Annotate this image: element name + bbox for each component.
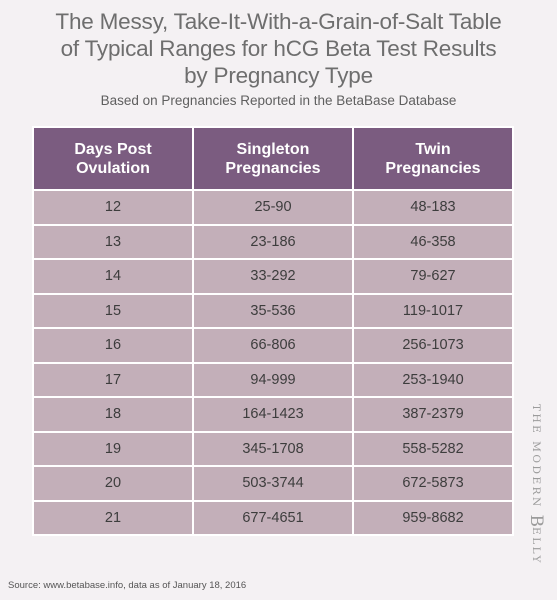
table-row: 18 164-1423 387-2379: [32, 396, 514, 433]
table-row: 13 23-186 46-358: [32, 223, 514, 260]
cell-singleton: 23-186: [192, 223, 354, 260]
cell-twin: 672-5873: [352, 465, 514, 502]
cell-singleton: 345-1708: [192, 430, 354, 467]
table-row: 21 677-4651 959-8682: [32, 499, 514, 536]
watermark-text-end: ELLY: [530, 527, 542, 565]
header-line: Singleton: [236, 140, 310, 158]
column-header-twin: Twin Pregnancies: [352, 126, 514, 191]
cell-days: 14: [32, 258, 194, 295]
table-row: 16 66-806 256-1073: [32, 327, 514, 364]
cell-days: 20: [32, 465, 194, 502]
cell-days: 16: [32, 327, 194, 364]
cell-singleton: 33-292: [192, 258, 354, 295]
cell-twin: 48-183: [352, 189, 514, 226]
cell-singleton: 164-1423: [192, 396, 354, 433]
header-row: Days Post Ovulation Singleton Pregnancie…: [32, 126, 514, 191]
cell-singleton: 25-90: [192, 189, 354, 226]
hcg-ranges-table: Days Post Ovulation Singleton Pregnancie…: [32, 126, 514, 536]
column-header-days: Days Post Ovulation: [32, 126, 194, 191]
cell-days: 12: [32, 189, 194, 226]
cell-twin: 387-2379: [352, 396, 514, 433]
cell-singleton: 677-4651: [192, 499, 354, 536]
cell-twin: 959-8682: [352, 499, 514, 536]
title-line: by Pregnancy Type: [184, 63, 373, 88]
title-line: of Typical Ranges for hCG Beta Test Resu…: [60, 36, 497, 61]
table-row: 20 503-3744 672-5873: [32, 465, 514, 502]
table-row: 17 94-999 253-1940: [32, 361, 514, 398]
header-line: Days Post: [74, 140, 152, 158]
cell-days: 21: [32, 499, 194, 536]
chart-title: The Messy, Take-It-With-a-Grain-of-Salt …: [0, 8, 557, 89]
header-line: Pregnancies: [385, 159, 481, 177]
cell-singleton: 94-999: [192, 361, 354, 398]
cell-twin: 256-1073: [352, 327, 514, 364]
column-header-singleton: Singleton Pregnancies: [192, 126, 354, 191]
watermark-text: THE MODERN: [530, 404, 542, 515]
table-row: 15 35-536 119-1017: [32, 292, 514, 329]
cell-days: 19: [32, 430, 194, 467]
title-line: The Messy, Take-It-With-a-Grain-of-Salt …: [55, 9, 502, 34]
header-line: Ovulation: [76, 159, 150, 177]
cell-singleton: 35-536: [192, 292, 354, 329]
cell-days: 15: [32, 292, 194, 329]
table-row: 12 25-90 48-183: [32, 189, 514, 226]
brand-watermark: THE MODERN BELLY: [526, 404, 546, 565]
cell-singleton: 503-3744: [192, 465, 354, 502]
header-line: Twin: [415, 140, 451, 158]
cell-twin: 119-1017: [352, 292, 514, 329]
cell-twin: 46-358: [352, 223, 514, 260]
table-row: 14 33-292 79-627: [32, 258, 514, 295]
cell-twin: 253-1940: [352, 361, 514, 398]
cell-days: 13: [32, 223, 194, 260]
cell-singleton: 66-806: [192, 327, 354, 364]
header-line: Pregnancies: [225, 159, 321, 177]
chart-subtitle: Based on Pregnancies Reported in the Bet…: [100, 93, 457, 108]
cell-twin: 558-5282: [352, 430, 514, 467]
cell-days: 18: [32, 396, 194, 433]
source-note: Source: www.betabase.info, data as of Ja…: [8, 580, 247, 591]
cell-days: 17: [32, 361, 194, 398]
watermark-big-letter: B: [526, 514, 546, 528]
cell-twin: 79-627: [352, 258, 514, 295]
table-row: 19 345-1708 558-5282: [32, 430, 514, 467]
